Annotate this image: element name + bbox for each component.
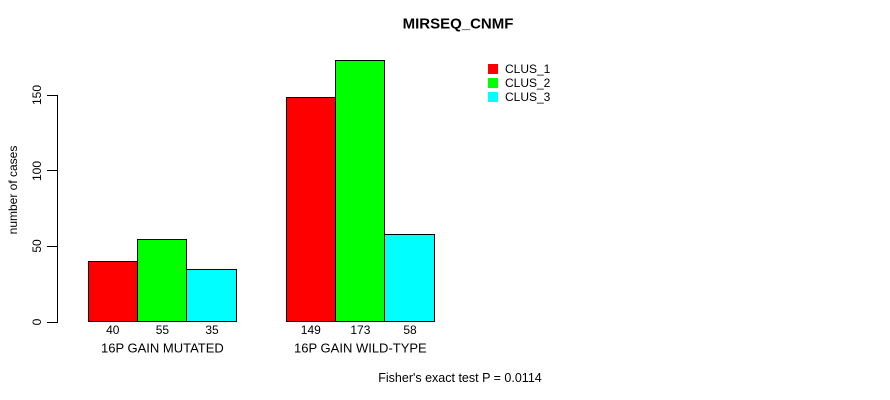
y-tick-label: 100 [30, 160, 44, 181]
y-axis-tick [47, 245, 57, 247]
legend-swatch-clus_3 [488, 92, 498, 102]
bar-clus_2 [136, 238, 188, 322]
category-label: 16P GAIN WILD-TYPE [294, 340, 427, 356]
bar-value-label: 40 [106, 323, 120, 337]
bar-clus_1 [88, 261, 138, 322]
bar-value-label: 58 [403, 323, 417, 337]
y-tick-label: 150 [30, 84, 44, 106]
y-tick-label: 50 [30, 239, 44, 254]
bar-value-label: 55 [155, 323, 170, 337]
bar-clus_1 [286, 96, 336, 322]
chart-title: MIRSEQ_CNMF [402, 15, 514, 33]
category-label: 16P GAIN MUTATED [100, 340, 224, 356]
bar-value-label: 149 [300, 323, 321, 337]
bar-clus_3 [186, 269, 237, 322]
y-axis-line [57, 95, 58, 323]
legend-item-clus_1: CLUS_1 [488, 62, 551, 76]
y-tick-label: 0 [30, 318, 44, 326]
legend: CLUS_1 CLUS_2 CLUS_3 [488, 62, 551, 105]
legend-item-clus_2: CLUS_2 [488, 76, 551, 90]
bar-clus_2 [334, 60, 386, 322]
bar-clus_3 [384, 234, 435, 322]
legend-label: CLUS_3 [505, 90, 551, 104]
bar-value-label: 173 [350, 323, 371, 337]
bar-value-label: 35 [205, 323, 219, 337]
legend-label: CLUS_1 [505, 62, 551, 76]
y-axis-tick [47, 94, 57, 96]
legend-swatch-clus_2 [488, 78, 498, 88]
legend-swatch-clus_1 [488, 64, 498, 74]
footnote-fishers-test: Fisher's exact test P = 0.0114 [378, 371, 542, 385]
legend-item-clus_3: CLUS_3 [488, 90, 551, 104]
y-axis-tick [47, 321, 57, 323]
legend-label: CLUS_2 [505, 76, 551, 90]
y-axis-tick [47, 170, 57, 172]
